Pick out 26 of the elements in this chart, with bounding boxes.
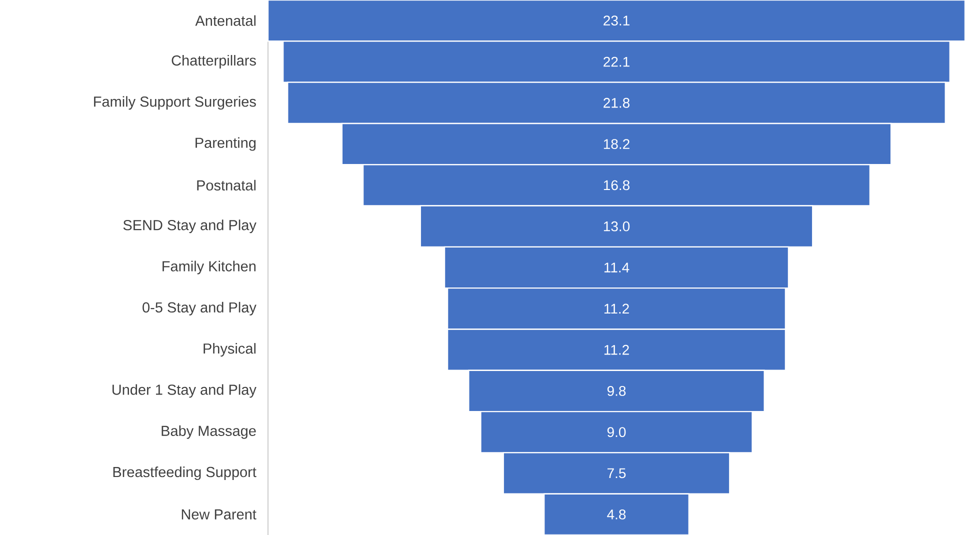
- data-label: 11.2: [604, 304, 629, 314]
- data-label: 22.1: [604, 56, 630, 67]
- category-label: Baby Massage: [162, 425, 256, 439]
- data-label: 11.4: [604, 262, 630, 272]
- category-label: Under 1 Stay and Play: [112, 384, 256, 398]
- data-label: 7.5: [607, 468, 626, 478]
- category-label: Antenatal: [195, 15, 256, 26]
- category-label: Chatterpillars: [172, 54, 256, 68]
- category-label: Postnatal: [197, 180, 256, 191]
- category-label: Family Kitchen: [162, 260, 256, 274]
- category-label: Family Support Surgeries: [94, 96, 256, 110]
- data-label: 9.0: [607, 427, 626, 438]
- data-label: 9.8: [607, 386, 626, 396]
- data-label: 11.2: [604, 344, 629, 355]
- category-label: Parenting: [196, 137, 256, 151]
- category-label: Breastfeeding Support: [113, 466, 256, 480]
- category-label: New Parent: [182, 509, 256, 520]
- data-label: 13.0: [604, 221, 630, 232]
- data-label: 4.8: [607, 509, 626, 520]
- data-label: 21.8: [604, 98, 630, 108]
- category-label: SEND Stay and Play: [123, 220, 256, 234]
- data-label: 23.1: [604, 16, 630, 26]
- category-label: Physical: [204, 343, 256, 357]
- data-label: 16.8: [604, 180, 630, 190]
- category-label: 0-5 Stay and Play: [142, 302, 256, 316]
- data-label: 18.2: [604, 139, 630, 149]
